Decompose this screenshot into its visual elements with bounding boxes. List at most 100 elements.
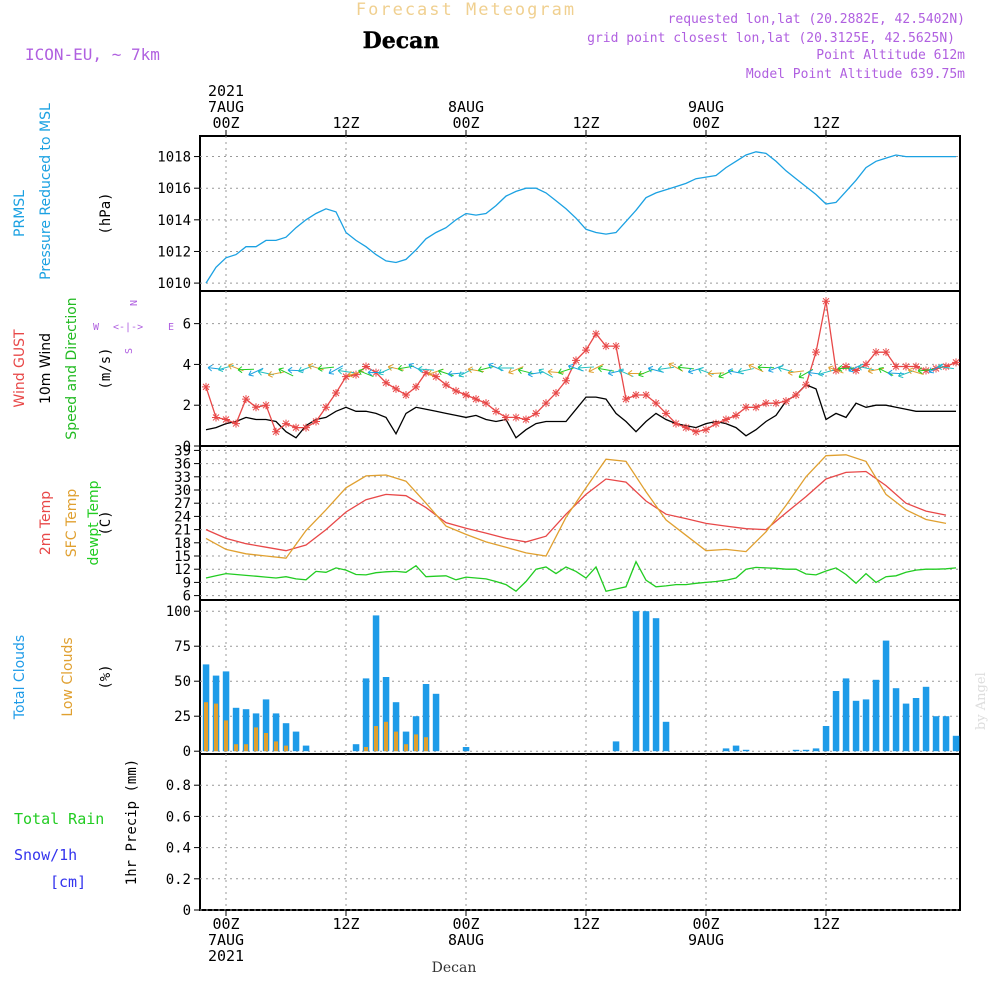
wind-arrow-icon [517, 367, 534, 375]
wind-arrow-icon [577, 364, 595, 372]
gust-marker [352, 370, 360, 379]
series-label: Low Clouds [60, 637, 76, 716]
gust-marker [862, 360, 870, 369]
bar [242, 709, 250, 752]
series-label: dewpt Temp [86, 480, 102, 565]
gust-marker [892, 362, 900, 371]
bar [414, 734, 418, 752]
gust-marker [902, 362, 910, 371]
y-tick-label: 1010 [157, 276, 191, 292]
gust-marker [812, 348, 820, 357]
bar [922, 686, 930, 752]
time-label: 00Z [212, 114, 239, 132]
y-tick-label: 21 [174, 523, 191, 539]
wind-arrow-icon [647, 365, 664, 373]
compass: W <-|-> E N S [93, 300, 174, 354]
time-label: 9AUG [688, 98, 724, 116]
gust-marker [572, 356, 580, 365]
panel-3: 0 25 50 75 100 (%) Total Clouds Low Clouds [12, 599, 961, 760]
unit-label: (C) [98, 510, 114, 535]
y-tick-label: 30 [174, 483, 191, 499]
gust-marker [652, 399, 660, 408]
bar [392, 702, 400, 752]
series-label: [cm] [50, 873, 86, 891]
series-label: Speed and Direction [64, 297, 80, 439]
y-tick-label: 100 [166, 604, 191, 620]
gust-marker [262, 401, 270, 410]
bar [424, 737, 428, 752]
time-label: 12Z [812, 114, 839, 132]
bar [214, 703, 218, 752]
gust-marker [742, 403, 750, 412]
y-tick-label: 15 [174, 549, 191, 565]
wind-arrow-icon [497, 364, 514, 372]
gust-marker [622, 395, 630, 404]
model-altitude: Model Point Altitude 639.75m [746, 67, 965, 82]
panel-frame [199, 753, 961, 911]
gust-marker [362, 362, 370, 371]
series-label: 2m Temp [38, 491, 54, 555]
panels-layer: 1010 1012 1014 1016 1018 (hPa) PRMSL Pressure R… [12, 103, 961, 919]
station-name: Decan [363, 28, 440, 54]
model-name: ICON-EU, ~ 7km [25, 45, 160, 64]
bar [364, 747, 368, 752]
wind-arrow-icon [837, 365, 855, 372]
y-tick-label: 1018 [157, 150, 191, 166]
series-label: Total Clouds [12, 635, 28, 720]
series-label: SFC Temp [64, 489, 80, 558]
wind-arrow-icon [907, 367, 924, 375]
time-label: 12Z [572, 114, 599, 132]
bar [382, 677, 390, 752]
gust-marker [592, 329, 600, 338]
bar [352, 744, 360, 752]
gust-marker [942, 362, 950, 371]
panel-4: 0 0.2 0.4 0.6 0.8 1hr Precip (mm) Total Rain Sn… [14, 753, 961, 919]
time-label: 12Z [332, 114, 359, 132]
gust-marker [712, 419, 720, 428]
bar [732, 745, 740, 752]
gridpoint-coords: grid point closest lon,lat (20.3125E, 42… [587, 31, 955, 46]
gust-marker [412, 382, 420, 391]
gust-marker [702, 425, 710, 434]
bar [204, 702, 208, 752]
y-tick-label: 25 [174, 709, 191, 725]
bar [372, 615, 380, 752]
wind-arrow-icon [727, 368, 744, 375]
gust-marker [292, 423, 300, 432]
bar [662, 721, 670, 752]
y-tick-label: 12 [174, 562, 191, 578]
time-label: 8AUG [448, 931, 484, 949]
series-label: Wind GUST [12, 329, 28, 408]
gust-marker [382, 378, 390, 387]
y-tick-label: 1016 [157, 181, 191, 197]
bar [302, 745, 310, 752]
wind-arrow-icon [417, 365, 435, 373]
gust-marker [632, 391, 640, 400]
gust-marker [272, 427, 280, 436]
unit-label: 1hr Precip (mm) [124, 759, 140, 885]
bar [802, 749, 810, 752]
wind-arrow-icon [787, 369, 805, 376]
gust-marker [322, 403, 330, 412]
wind-arrow-icon [898, 370, 914, 379]
series-label: PRMSL [12, 190, 28, 237]
y-tick-label: 0.4 [166, 841, 191, 857]
bar [652, 618, 660, 752]
gust-marker [472, 395, 480, 404]
time-label: 00Z [452, 915, 479, 933]
series-label: Total Rain [14, 810, 104, 828]
y-tick-label: 18 [174, 536, 191, 552]
wind-arrow-icon [237, 366, 255, 374]
gust-marker [822, 297, 830, 306]
gust-marker [422, 368, 430, 377]
gust-marker [402, 391, 410, 400]
gust-marker [612, 342, 620, 351]
wind-arrow-icon [557, 367, 574, 375]
bar [232, 707, 240, 752]
gust-marker [522, 415, 530, 424]
wind-arrow-icon [607, 369, 624, 377]
gust-marker [952, 358, 960, 367]
time-label: 00Z [212, 915, 239, 933]
wind-arrow-icon [538, 368, 554, 378]
series-line [205, 151, 956, 284]
